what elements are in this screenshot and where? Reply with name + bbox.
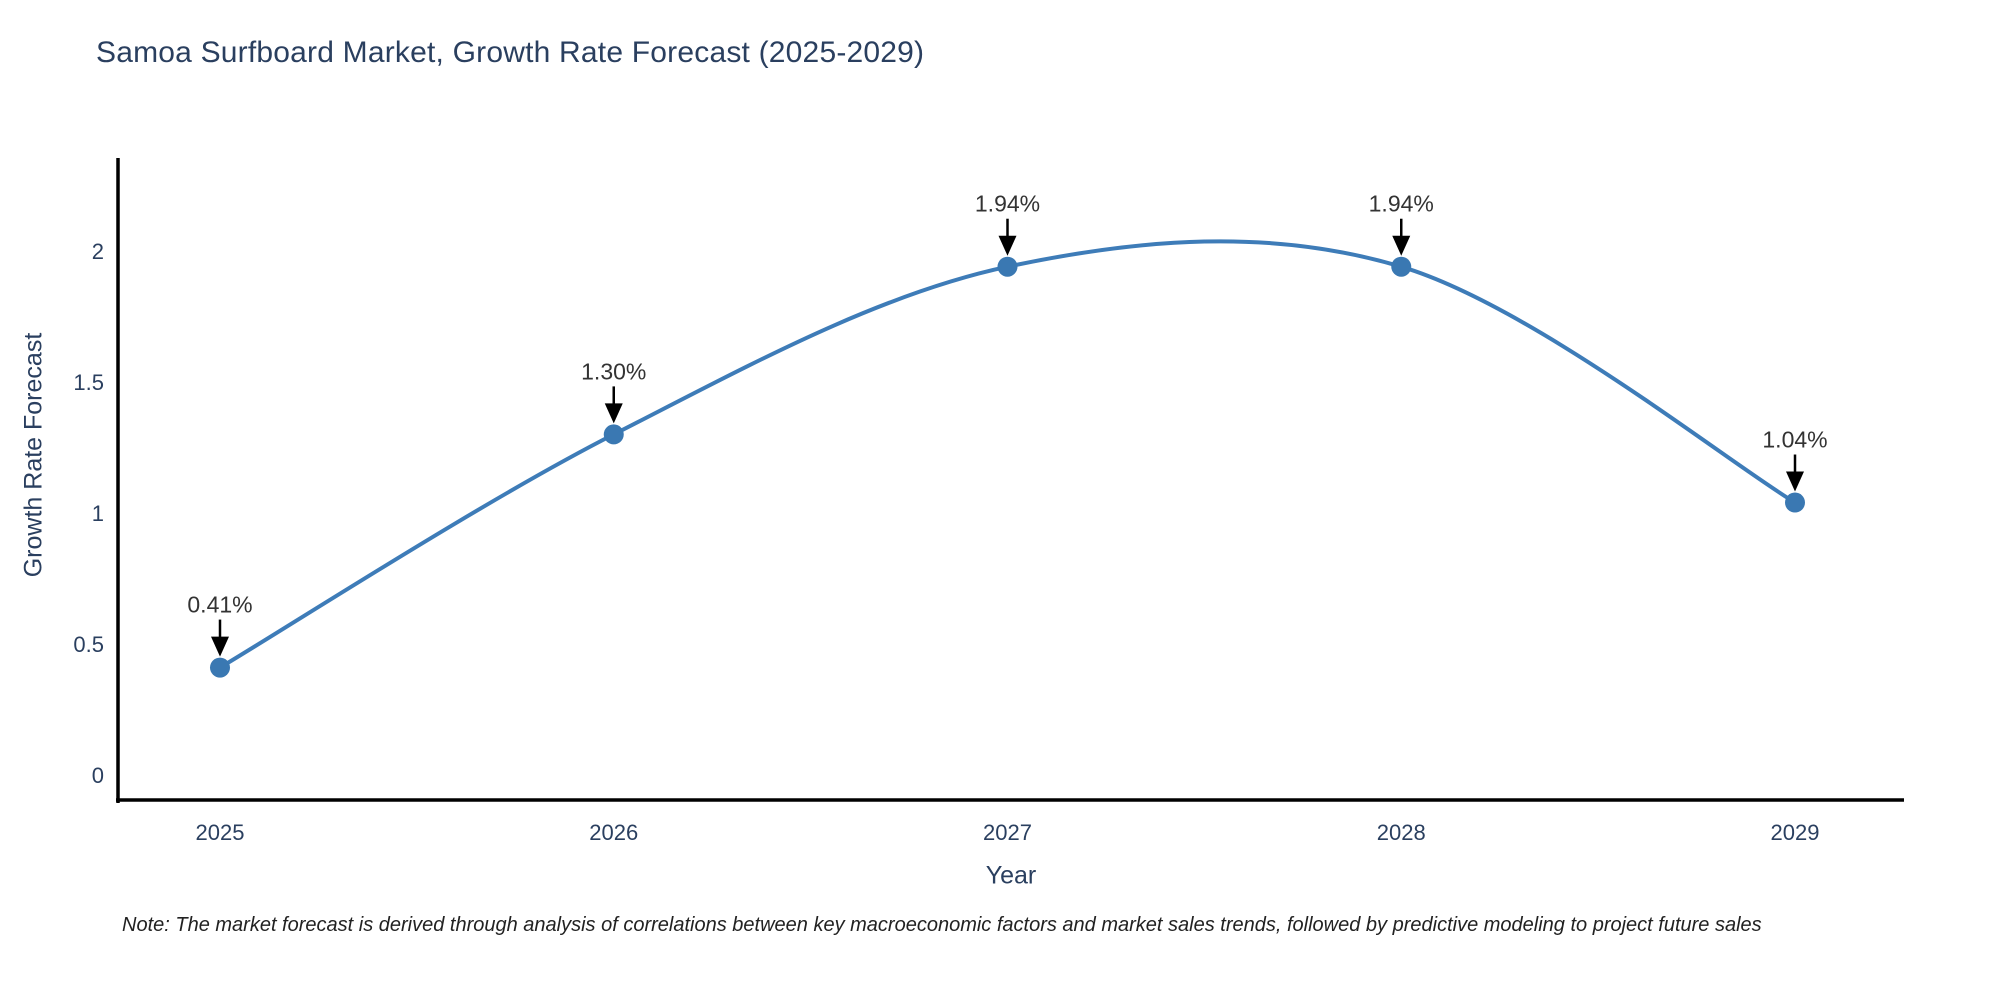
y-tick-label: 1.5 [73, 370, 104, 395]
data-point-marker-2029 [1785, 492, 1805, 513]
data-point-marker-2027 [997, 256, 1018, 277]
x-axis-title: Year [985, 861, 1037, 890]
forecast-spline-line [218, 239, 1797, 670]
annotation-arrow-head [604, 403, 623, 424]
data-point-label: 1.30% [581, 358, 646, 384]
data-point-marker-2028 [1391, 256, 1412, 277]
annotation-arrow-head [1392, 235, 1411, 256]
y-tick-label: 0.5 [73, 632, 104, 657]
x-tick-label: 2026 [589, 820, 638, 845]
y-tick-label: 2 [92, 239, 104, 264]
data-point-label: 1.94% [975, 191, 1040, 217]
data-point-marker-2025 [210, 657, 230, 678]
data-point-marker-2026 [603, 424, 624, 445]
chart-title: Samoa Surfboard Market, Growth Rate Fore… [96, 36, 925, 69]
footnote: Note: The market forecast is derived thr… [122, 914, 1762, 936]
data-point-label: 1.04% [1762, 427, 1827, 453]
x-tick-label: 2029 [1771, 820, 1820, 845]
annotation-arrow-head [211, 636, 229, 657]
data-point-label: 1.94% [1369, 191, 1434, 217]
data-point-label: 0.41% [187, 592, 252, 618]
y-tick-label: 0 [92, 763, 104, 788]
annotation-arrow-head [998, 235, 1017, 256]
annotation-arrow-head [1786, 471, 1804, 492]
x-tick-label: 2025 [196, 820, 245, 845]
x-tick-label: 2028 [1377, 820, 1426, 845]
y-tick-label: 1 [92, 501, 104, 526]
x-tick-label: 2027 [983, 820, 1032, 845]
